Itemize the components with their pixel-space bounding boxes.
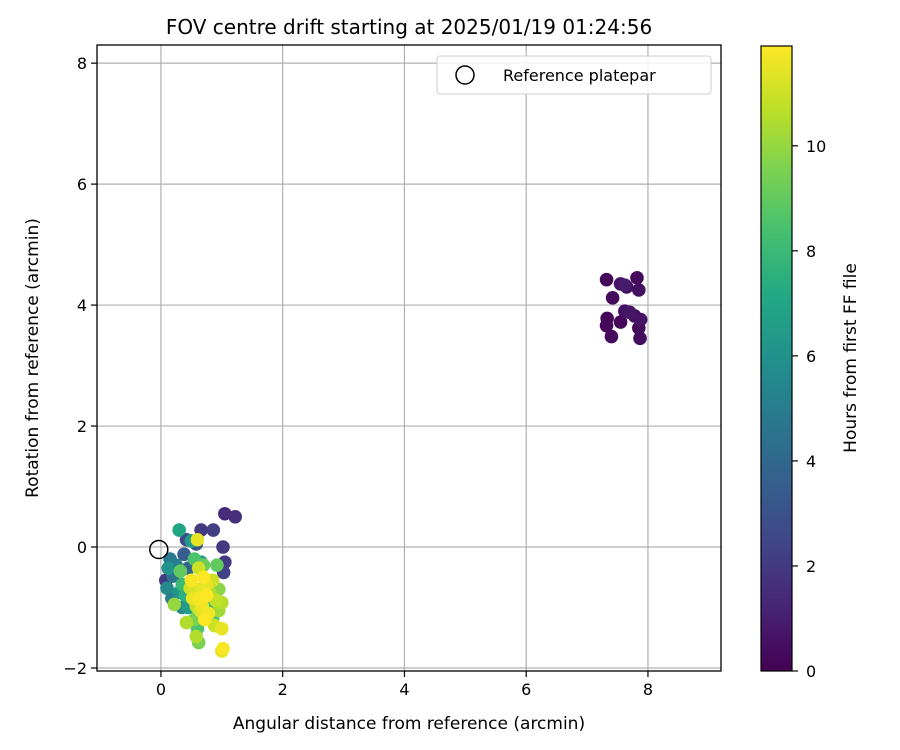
data-point — [633, 312, 648, 327]
x-tick-label: 2 — [278, 680, 288, 699]
scatter-points — [158, 271, 648, 658]
data-point — [199, 588, 214, 603]
legend: Reference platepar — [436, 55, 712, 95]
plot-frame — [96, 44, 722, 672]
colorbar — [760, 45, 793, 672]
x-tick-label: 8 — [643, 680, 653, 699]
y-tick-label: 6 — [77, 175, 87, 194]
colorbar-tick-label: 10 — [806, 137, 826, 156]
data-point — [184, 573, 199, 588]
data-point — [604, 329, 619, 344]
data-point — [160, 581, 174, 595]
x-tick-label: 6 — [521, 680, 531, 699]
legend-marker — [455, 65, 475, 85]
data-point — [632, 283, 646, 297]
data-point — [197, 612, 212, 627]
data-point — [618, 278, 632, 292]
x-tick-label: 4 — [399, 680, 409, 699]
y-tick-label: −2 — [63, 659, 87, 678]
y-axis-ticks: −2 0 2 4 6 8 — [63, 54, 97, 678]
x-axis-label: Angular distance from reference (arcmin) — [233, 714, 585, 734]
colorbar-tick-label: 2 — [806, 557, 816, 576]
data-point — [172, 523, 186, 537]
data-point — [161, 561, 176, 575]
y-tick-label: 2 — [77, 417, 87, 436]
data-point — [173, 564, 188, 579]
data-point — [599, 318, 614, 333]
data-point — [179, 615, 194, 630]
data-point — [210, 558, 224, 572]
data-point — [216, 540, 230, 554]
y-tick-label: 4 — [77, 296, 87, 315]
data-point — [599, 272, 614, 287]
y-tick-label: 0 — [77, 538, 87, 557]
data-point — [177, 547, 191, 562]
y-tick-label: 8 — [77, 54, 87, 73]
data-point — [613, 315, 628, 329]
colorbar-label: Hours from first FF file — [841, 263, 861, 453]
data-point — [605, 291, 620, 305]
data-point — [630, 271, 644, 285]
x-axis-ticks: 0 2 4 6 8 — [156, 671, 653, 699]
colorbar-tick-label: 0 — [806, 662, 816, 681]
colorbar-tick-label: 4 — [806, 452, 816, 471]
legend-label: Reference platepar — [503, 66, 656, 85]
data-point — [215, 621, 229, 636]
data-point — [206, 523, 221, 537]
data-point — [622, 305, 637, 320]
data-point — [189, 629, 204, 644]
data-point — [196, 570, 211, 585]
y-axis-label: Rotation from reference (arcmin) — [23, 218, 43, 498]
reference-platepar-marker — [149, 539, 169, 560]
colorbar-ticks: 0 2 4 6 8 10 — [792, 137, 826, 681]
data-point — [633, 331, 647, 346]
data-point — [228, 509, 242, 524]
data-point — [216, 641, 230, 656]
data-point — [167, 597, 182, 612]
colorbar-tick-label: 8 — [806, 242, 816, 261]
chart-title: FOV centre drift starting at 2025/01/19 … — [166, 15, 652, 39]
legend-box — [436, 55, 712, 95]
x-tick-label: 0 — [156, 680, 166, 699]
data-point — [190, 532, 205, 547]
colorbar-tick-label: 6 — [806, 347, 816, 366]
data-point — [218, 506, 232, 521]
